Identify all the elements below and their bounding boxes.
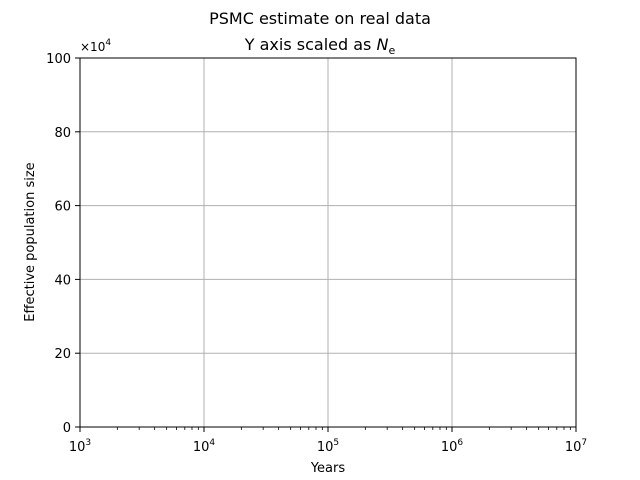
y-axis-multiplier: ×104	[80, 38, 111, 54]
y-tick-label: 20	[54, 347, 71, 362]
y-tick-label: 40	[54, 273, 71, 288]
y-tick-label: 0	[63, 421, 71, 436]
x-tick-label: 103	[69, 438, 91, 455]
x-tick-label: 104	[193, 438, 216, 455]
y-tick-label: 100	[46, 52, 71, 67]
x-axis-label: Years	[310, 461, 346, 476]
y-axis-label: Effective population size	[23, 162, 38, 321]
x-axis-ticks: 103 104 105 106 107	[69, 427, 587, 455]
x-tick-label: 107	[565, 438, 587, 455]
chart-subtitle: Y axis scaled as Ne	[244, 35, 396, 57]
x-tick-label: 105	[317, 438, 339, 455]
y-tick-label: 80	[54, 126, 71, 141]
y-axis-ticks: 0 20 40 60 80 100	[46, 52, 80, 436]
chart-title: PSMC estimate on real data	[209, 9, 431, 28]
y-tick-label: 60	[54, 200, 71, 215]
grid	[80, 58, 576, 427]
x-tick-label: 106	[441, 438, 464, 455]
